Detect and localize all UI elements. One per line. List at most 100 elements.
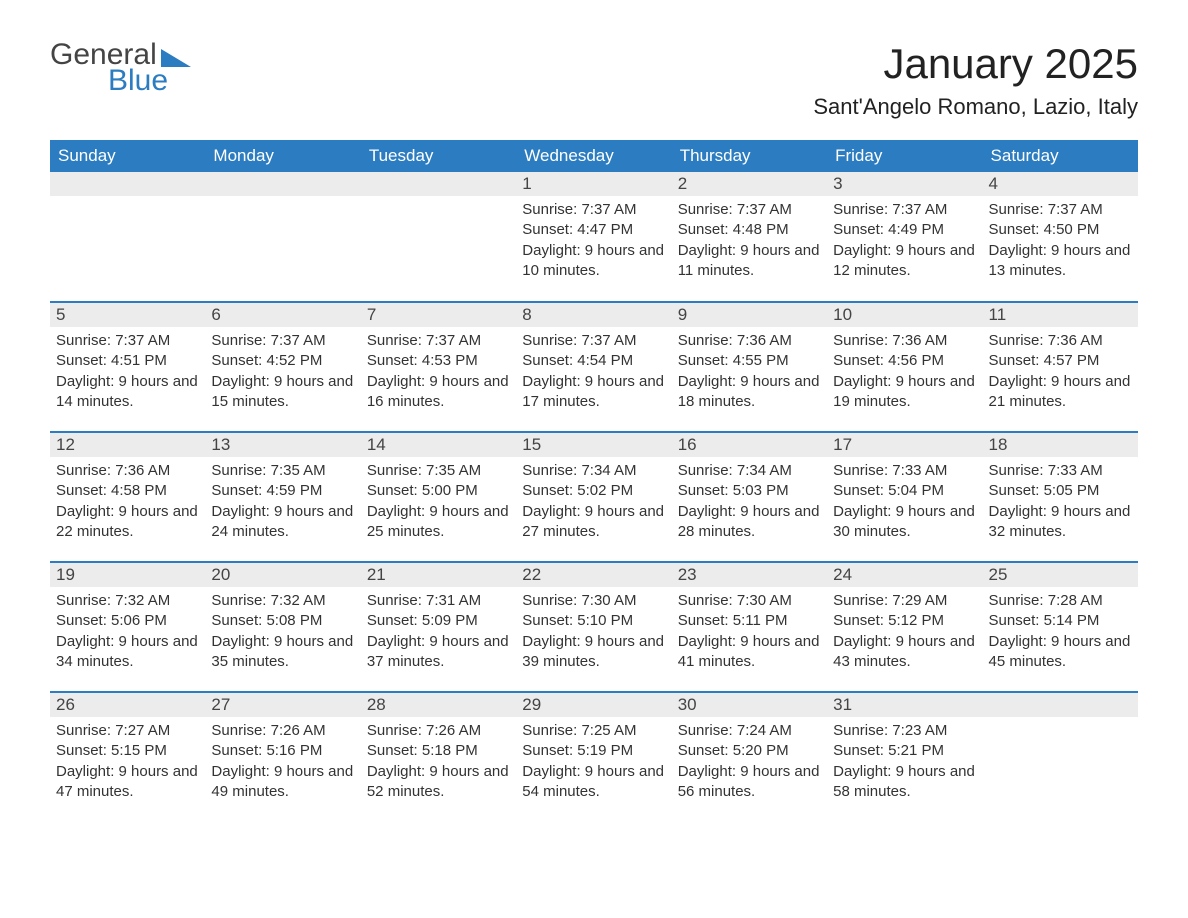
sunrise-text: Sunrise: 7:30 AM — [678, 591, 821, 611]
calendar-week-row: 19Sunrise: 7:32 AMSunset: 5:06 PMDayligh… — [50, 562, 1138, 692]
calendar-day-cell: 3Sunrise: 7:37 AMSunset: 4:49 PMDaylight… — [827, 172, 982, 302]
day-number: 5 — [50, 303, 205, 327]
sunrise-text: Sunrise: 7:25 AM — [522, 721, 665, 741]
day-number: 7 — [361, 303, 516, 327]
weekday-header: Tuesday — [361, 140, 516, 172]
sunrise-text: Sunrise: 7:24 AM — [678, 721, 821, 741]
daylight-text: Daylight: 9 hours and 58 minutes. — [833, 762, 976, 803]
weekday-header: Wednesday — [516, 140, 671, 172]
sunrise-text: Sunrise: 7:36 AM — [678, 331, 821, 351]
sunrise-text: Sunrise: 7:32 AM — [211, 591, 354, 611]
calendar-day-cell: 18Sunrise: 7:33 AMSunset: 5:05 PMDayligh… — [983, 432, 1138, 562]
sunset-text: Sunset: 5:18 PM — [367, 741, 510, 761]
day-details: Sunrise: 7:37 AMSunset: 4:50 PMDaylight:… — [983, 196, 1138, 291]
day-number: 28 — [361, 693, 516, 717]
sunrise-text: Sunrise: 7:30 AM — [522, 591, 665, 611]
day-details: Sunrise: 7:23 AMSunset: 5:21 PMDaylight:… — [827, 717, 982, 812]
sunset-text: Sunset: 5:16 PM — [211, 741, 354, 761]
day-details: Sunrise: 7:34 AMSunset: 5:02 PMDaylight:… — [516, 457, 671, 552]
sunset-text: Sunset: 4:49 PM — [833, 220, 976, 240]
day-number — [50, 172, 205, 196]
day-number: 11 — [983, 303, 1138, 327]
sunset-text: Sunset: 5:12 PM — [833, 611, 976, 631]
calendar-day-cell: 4Sunrise: 7:37 AMSunset: 4:50 PMDaylight… — [983, 172, 1138, 302]
day-number: 30 — [672, 693, 827, 717]
daylight-text: Daylight: 9 hours and 41 minutes. — [678, 632, 821, 673]
daylight-text: Daylight: 9 hours and 10 minutes. — [522, 241, 665, 282]
weekday-header: Thursday — [672, 140, 827, 172]
month-title: January 2025 — [813, 40, 1138, 88]
day-number: 19 — [50, 563, 205, 587]
weekday-header: Saturday — [983, 140, 1138, 172]
day-number: 26 — [50, 693, 205, 717]
day-number — [205, 172, 360, 196]
day-details: Sunrise: 7:32 AMSunset: 5:06 PMDaylight:… — [50, 587, 205, 682]
day-details: Sunrise: 7:37 AMSunset: 4:52 PMDaylight:… — [205, 327, 360, 422]
sunrise-text: Sunrise: 7:37 AM — [522, 200, 665, 220]
title-block: January 2025 Sant'Angelo Romano, Lazio, … — [813, 40, 1138, 120]
day-details: Sunrise: 7:37 AMSunset: 4:51 PMDaylight:… — [50, 327, 205, 422]
daylight-text: Daylight: 9 hours and 34 minutes. — [56, 632, 199, 673]
daylight-text: Daylight: 9 hours and 54 minutes. — [522, 762, 665, 803]
calendar-day-cell: 11Sunrise: 7:36 AMSunset: 4:57 PMDayligh… — [983, 302, 1138, 432]
sunrise-text: Sunrise: 7:27 AM — [56, 721, 199, 741]
day-number: 16 — [672, 433, 827, 457]
sunset-text: Sunset: 5:15 PM — [56, 741, 199, 761]
day-details: Sunrise: 7:33 AMSunset: 5:04 PMDaylight:… — [827, 457, 982, 552]
day-details: Sunrise: 7:31 AMSunset: 5:09 PMDaylight:… — [361, 587, 516, 682]
sunrise-text: Sunrise: 7:34 AM — [678, 461, 821, 481]
day-number: 18 — [983, 433, 1138, 457]
daylight-text: Daylight: 9 hours and 15 minutes. — [211, 372, 354, 413]
daylight-text: Daylight: 9 hours and 25 minutes. — [367, 502, 510, 543]
calendar-day-cell: 13Sunrise: 7:35 AMSunset: 4:59 PMDayligh… — [205, 432, 360, 562]
weekday-header: Sunday — [50, 140, 205, 172]
daylight-text: Daylight: 9 hours and 56 minutes. — [678, 762, 821, 803]
day-details: Sunrise: 7:29 AMSunset: 5:12 PMDaylight:… — [827, 587, 982, 682]
sunset-text: Sunset: 5:10 PM — [522, 611, 665, 631]
daylight-text: Daylight: 9 hours and 52 minutes. — [367, 762, 510, 803]
sunset-text: Sunset: 5:11 PM — [678, 611, 821, 631]
sunset-text: Sunset: 4:52 PM — [211, 351, 354, 371]
day-details: Sunrise: 7:28 AMSunset: 5:14 PMDaylight:… — [983, 587, 1138, 682]
day-number — [983, 693, 1138, 717]
logo: General Blue — [50, 40, 191, 96]
calendar-body: 1Sunrise: 7:37 AMSunset: 4:47 PMDaylight… — [50, 172, 1138, 822]
day-number: 13 — [205, 433, 360, 457]
day-number — [361, 172, 516, 196]
weekday-header: Monday — [205, 140, 360, 172]
calendar-day-cell: 20Sunrise: 7:32 AMSunset: 5:08 PMDayligh… — [205, 562, 360, 692]
sunset-text: Sunset: 4:57 PM — [989, 351, 1132, 371]
day-details: Sunrise: 7:35 AMSunset: 4:59 PMDaylight:… — [205, 457, 360, 552]
daylight-text: Daylight: 9 hours and 16 minutes. — [367, 372, 510, 413]
day-details: Sunrise: 7:37 AMSunset: 4:48 PMDaylight:… — [672, 196, 827, 291]
day-details: Sunrise: 7:36 AMSunset: 4:58 PMDaylight:… — [50, 457, 205, 552]
daylight-text: Daylight: 9 hours and 39 minutes. — [522, 632, 665, 673]
sunset-text: Sunset: 5:14 PM — [989, 611, 1132, 631]
sunset-text: Sunset: 5:19 PM — [522, 741, 665, 761]
sunrise-text: Sunrise: 7:33 AM — [833, 461, 976, 481]
calendar-day-cell: 21Sunrise: 7:31 AMSunset: 5:09 PMDayligh… — [361, 562, 516, 692]
day-details: Sunrise: 7:25 AMSunset: 5:19 PMDaylight:… — [516, 717, 671, 812]
sunset-text: Sunset: 5:02 PM — [522, 481, 665, 501]
day-details: Sunrise: 7:33 AMSunset: 5:05 PMDaylight:… — [983, 457, 1138, 552]
calendar-day-cell: 25Sunrise: 7:28 AMSunset: 5:14 PMDayligh… — [983, 562, 1138, 692]
sunrise-text: Sunrise: 7:28 AM — [989, 591, 1132, 611]
sunrise-text: Sunrise: 7:26 AM — [367, 721, 510, 741]
daylight-text: Daylight: 9 hours and 11 minutes. — [678, 241, 821, 282]
day-details: Sunrise: 7:32 AMSunset: 5:08 PMDaylight:… — [205, 587, 360, 682]
sunset-text: Sunset: 4:54 PM — [522, 351, 665, 371]
sunrise-text: Sunrise: 7:36 AM — [833, 331, 976, 351]
day-number: 21 — [361, 563, 516, 587]
calendar-day-cell: 26Sunrise: 7:27 AMSunset: 5:15 PMDayligh… — [50, 692, 205, 822]
day-number: 15 — [516, 433, 671, 457]
calendar-day-cell: 2Sunrise: 7:37 AMSunset: 4:48 PMDaylight… — [672, 172, 827, 302]
calendar-day-cell: 29Sunrise: 7:25 AMSunset: 5:19 PMDayligh… — [516, 692, 671, 822]
daylight-text: Daylight: 9 hours and 12 minutes. — [833, 241, 976, 282]
sunset-text: Sunset: 4:59 PM — [211, 481, 354, 501]
sunrise-text: Sunrise: 7:37 AM — [367, 331, 510, 351]
day-number: 12 — [50, 433, 205, 457]
day-details: Sunrise: 7:27 AMSunset: 5:15 PMDaylight:… — [50, 717, 205, 812]
sunrise-text: Sunrise: 7:33 AM — [989, 461, 1132, 481]
calendar-day-cell: 6Sunrise: 7:37 AMSunset: 4:52 PMDaylight… — [205, 302, 360, 432]
day-details: Sunrise: 7:26 AMSunset: 5:16 PMDaylight:… — [205, 717, 360, 812]
